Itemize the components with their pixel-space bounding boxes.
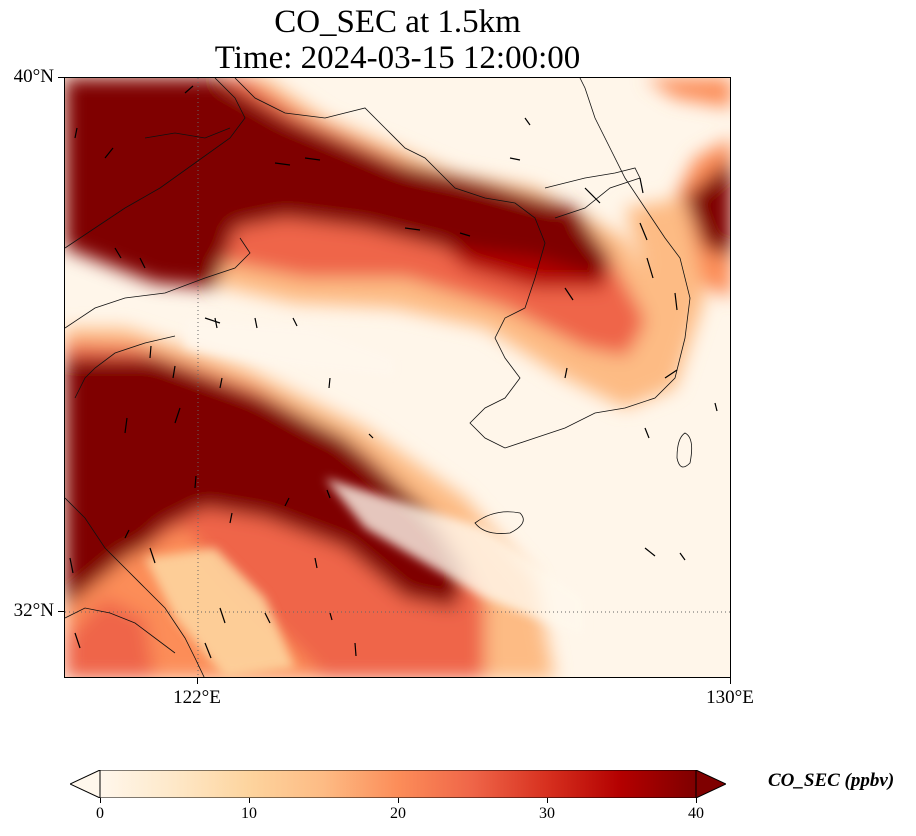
colorbar-tickmark [547, 798, 548, 803]
co-sec-field-highlights [145, 318, 585, 677]
map-panel [64, 77, 731, 678]
colorbar-tickmark [249, 798, 250, 803]
colorbar-tick-label: 10 [241, 805, 257, 822]
colorbar-tickmark [696, 798, 697, 803]
lat-tick-40n [58, 77, 64, 78]
colorbar-tick-label: 0 [96, 805, 104, 822]
lon-tick-130e [730, 678, 731, 684]
lat-label-40n: 40°N [13, 66, 54, 87]
colorbar-tick-label: 40 [688, 805, 704, 822]
lat-tick-32n [58, 611, 64, 612]
lat-label-32n: 32°N [13, 600, 54, 621]
colorbar-tickmark [398, 798, 399, 803]
map-title-line1: CO_SEC at 1.5km [274, 4, 521, 40]
lon-label-130e: 130°E [706, 687, 754, 708]
map-title-line2: Time: 2024-03-15 12:00:00 [214, 40, 581, 76]
colorbar [70, 770, 726, 798]
colorbar-min-extend [70, 770, 101, 798]
colorbar-gradient [99, 770, 697, 798]
colorbar-max-extend [695, 770, 726, 798]
colorbar-tickmark [100, 798, 101, 803]
lon-tick-122e [197, 678, 198, 684]
co-sec-field-map [65, 78, 730, 677]
colorbar-tick-label: 30 [539, 805, 555, 822]
colorbar-tick-label: 20 [390, 805, 406, 822]
lon-label-122e: 122°E [173, 687, 221, 708]
coastlines [65, 78, 693, 677]
wind-vectors [69, 85, 718, 659]
colorbar-label: CO_SEC (ppbv) [768, 770, 895, 791]
